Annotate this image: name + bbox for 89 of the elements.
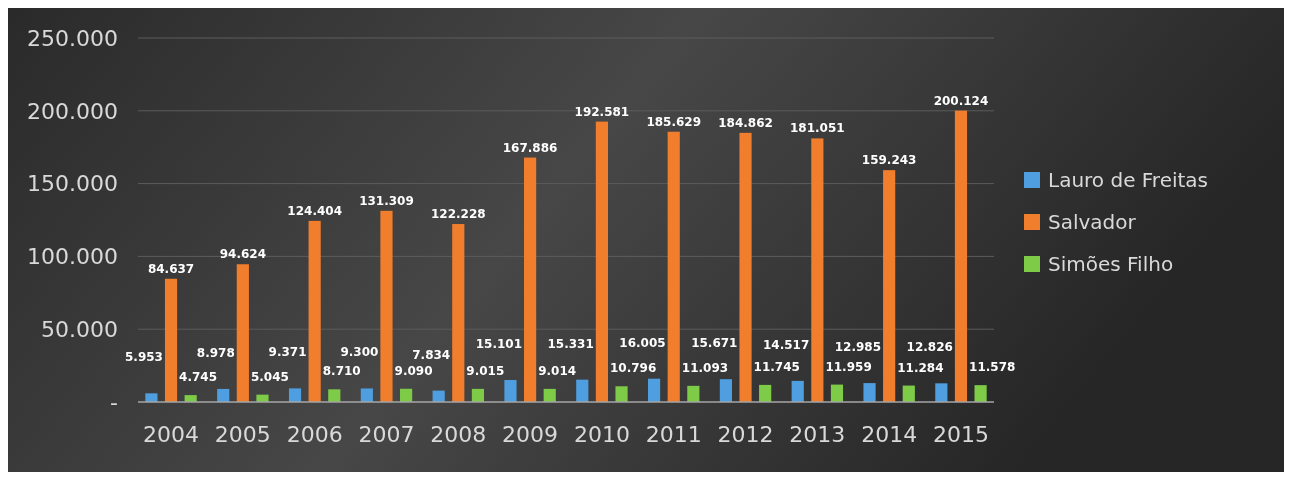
x-tick-label: 2015 [932, 422, 989, 447]
bar [471, 388, 484, 402]
y-tick-label: 200.000 [27, 98, 118, 124]
bar [830, 384, 844, 402]
data-label: 131.309 [359, 193, 414, 208]
bar [288, 388, 302, 402]
bar [791, 380, 804, 402]
x-tick-label: 2013 [789, 422, 846, 447]
data-label: 8.978 [196, 345, 235, 360]
y-tick-label: 250.000 [27, 25, 118, 51]
data-label: 184.862 [718, 115, 773, 130]
bar [883, 170, 896, 402]
bar [935, 383, 948, 402]
data-label: 124.404 [287, 203, 342, 218]
bar [615, 386, 628, 402]
data-label: 14.517 [762, 337, 810, 352]
data-label: 122.228 [430, 207, 486, 222]
bar [687, 385, 700, 402]
data-label: 9.014 [538, 363, 577, 378]
bar [308, 220, 321, 402]
bar [667, 131, 680, 402]
data-label: 167.886 [502, 140, 558, 155]
legend-label: Salvador [1048, 210, 1137, 234]
data-label: 8.710 [322, 364, 361, 379]
y-tick-label: - [110, 389, 118, 415]
data-label: 181.051 [790, 121, 845, 136]
bar [360, 388, 373, 402]
bar [739, 132, 752, 402]
data-label: 159.243 [861, 153, 917, 168]
bar [759, 384, 772, 402]
data-label: 11.284 [897, 360, 944, 375]
data-label: 11.959 [825, 359, 872, 374]
bar [164, 278, 178, 402]
x-tick-label: 2006 [286, 422, 343, 447]
bar [576, 379, 589, 402]
data-label: 4.745 [179, 370, 218, 385]
data-label: 11.745 [753, 359, 800, 374]
data-label: 12.985 [834, 340, 882, 355]
data-label: 200.124 [933, 93, 989, 108]
bar [648, 378, 661, 402]
data-label: 94.624 [219, 247, 266, 262]
data-label: 7.834 [412, 347, 451, 362]
x-tick-label: 2008 [430, 422, 487, 447]
data-label: 16.005 [619, 335, 666, 350]
bar [719, 379, 732, 402]
x-tick-label: 2012 [717, 422, 774, 447]
data-label: 11.578 [969, 360, 1016, 375]
legend-label: Lauro de Freitas [1048, 168, 1209, 192]
x-tick-label: 2010 [573, 422, 630, 447]
legend-label: Simões Filho [1048, 252, 1174, 276]
x-tick-label: 2005 [214, 422, 271, 447]
x-tick-label: 2004 [143, 422, 200, 447]
bar [452, 224, 465, 402]
bar [217, 388, 230, 402]
data-label: 5.045 [250, 369, 289, 384]
x-tick-label: 2014 [861, 422, 918, 447]
x-tick-label: 2007 [358, 422, 415, 447]
data-label: 185.629 [646, 114, 702, 129]
bar [595, 121, 608, 402]
data-label: 5.953 [124, 350, 163, 365]
data-label: 11.093 [681, 360, 729, 375]
y-tick-label: 150.000 [27, 171, 118, 197]
y-tick-label: 100.000 [27, 244, 118, 270]
data-label: 9.015 [466, 363, 505, 378]
bar [328, 389, 341, 402]
bar [543, 388, 556, 402]
bar [954, 110, 968, 402]
bar [236, 264, 249, 402]
data-label: 9.090 [394, 363, 433, 378]
bar [504, 380, 517, 402]
x-tick-label: 2009 [502, 422, 559, 447]
data-label: 9.300 [340, 345, 379, 360]
bar [863, 383, 876, 402]
data-label: 192.581 [574, 104, 630, 119]
y-tick-label: 50.000 [41, 316, 118, 342]
data-label: 10.796 [609, 361, 657, 376]
data-label: 15.671 [691, 336, 738, 351]
x-tick-label: 2011 [645, 422, 702, 447]
data-label: 12.826 [906, 340, 953, 355]
bar [524, 157, 537, 402]
data-label: 15.101 [475, 337, 523, 352]
bar [145, 393, 158, 402]
data-label: 84.637 [147, 261, 195, 276]
bar [902, 385, 915, 402]
data-label: 15.331 [547, 336, 594, 351]
data-label: 9.371 [268, 345, 307, 360]
bar [811, 138, 824, 402]
bar [380, 210, 393, 402]
bar [974, 385, 987, 402]
